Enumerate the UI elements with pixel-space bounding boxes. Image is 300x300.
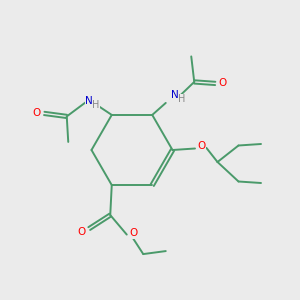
Text: O: O [129,228,137,238]
Text: H: H [92,100,100,110]
Text: N: N [85,95,93,106]
Text: O: O [33,107,41,118]
Text: H: H [178,94,186,104]
Text: O: O [197,141,206,151]
Text: O: O [78,226,86,237]
Text: N: N [172,90,179,100]
Text: O: O [218,77,226,88]
